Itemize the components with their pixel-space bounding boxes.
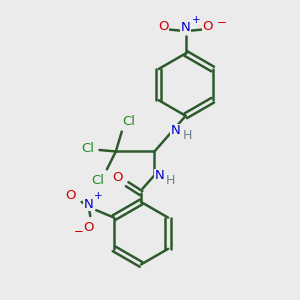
Text: O: O <box>66 189 76 203</box>
Text: −: − <box>216 16 226 29</box>
Text: Cl: Cl <box>92 174 104 187</box>
Text: O: O <box>112 171 123 184</box>
Text: Cl: Cl <box>81 142 94 155</box>
Text: H: H <box>183 129 192 142</box>
Text: O: O <box>203 20 213 33</box>
Text: O: O <box>158 20 169 33</box>
Text: N: N <box>181 21 190 34</box>
Text: +: + <box>94 191 103 201</box>
Text: +: + <box>192 15 200 25</box>
Text: H: H <box>166 174 176 187</box>
Text: Cl: Cl <box>122 115 135 128</box>
Text: N: N <box>84 198 94 211</box>
Text: N: N <box>171 124 181 137</box>
Text: −: − <box>74 225 83 239</box>
Text: N: N <box>155 169 165 182</box>
Text: O: O <box>83 221 94 234</box>
